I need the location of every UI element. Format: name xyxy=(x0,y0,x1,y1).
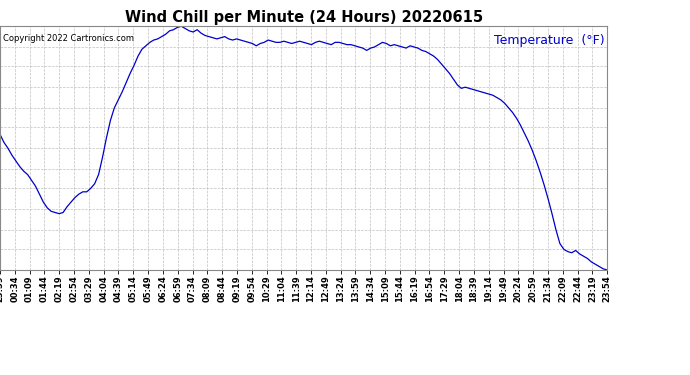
Text: Copyright 2022 Cartronics.com: Copyright 2022 Cartronics.com xyxy=(3,34,134,43)
Title: Wind Chill per Minute (24 Hours) 20220615: Wind Chill per Minute (24 Hours) 2022061… xyxy=(124,10,483,25)
Text: Temperature  (°F): Temperature (°F) xyxy=(493,34,604,46)
